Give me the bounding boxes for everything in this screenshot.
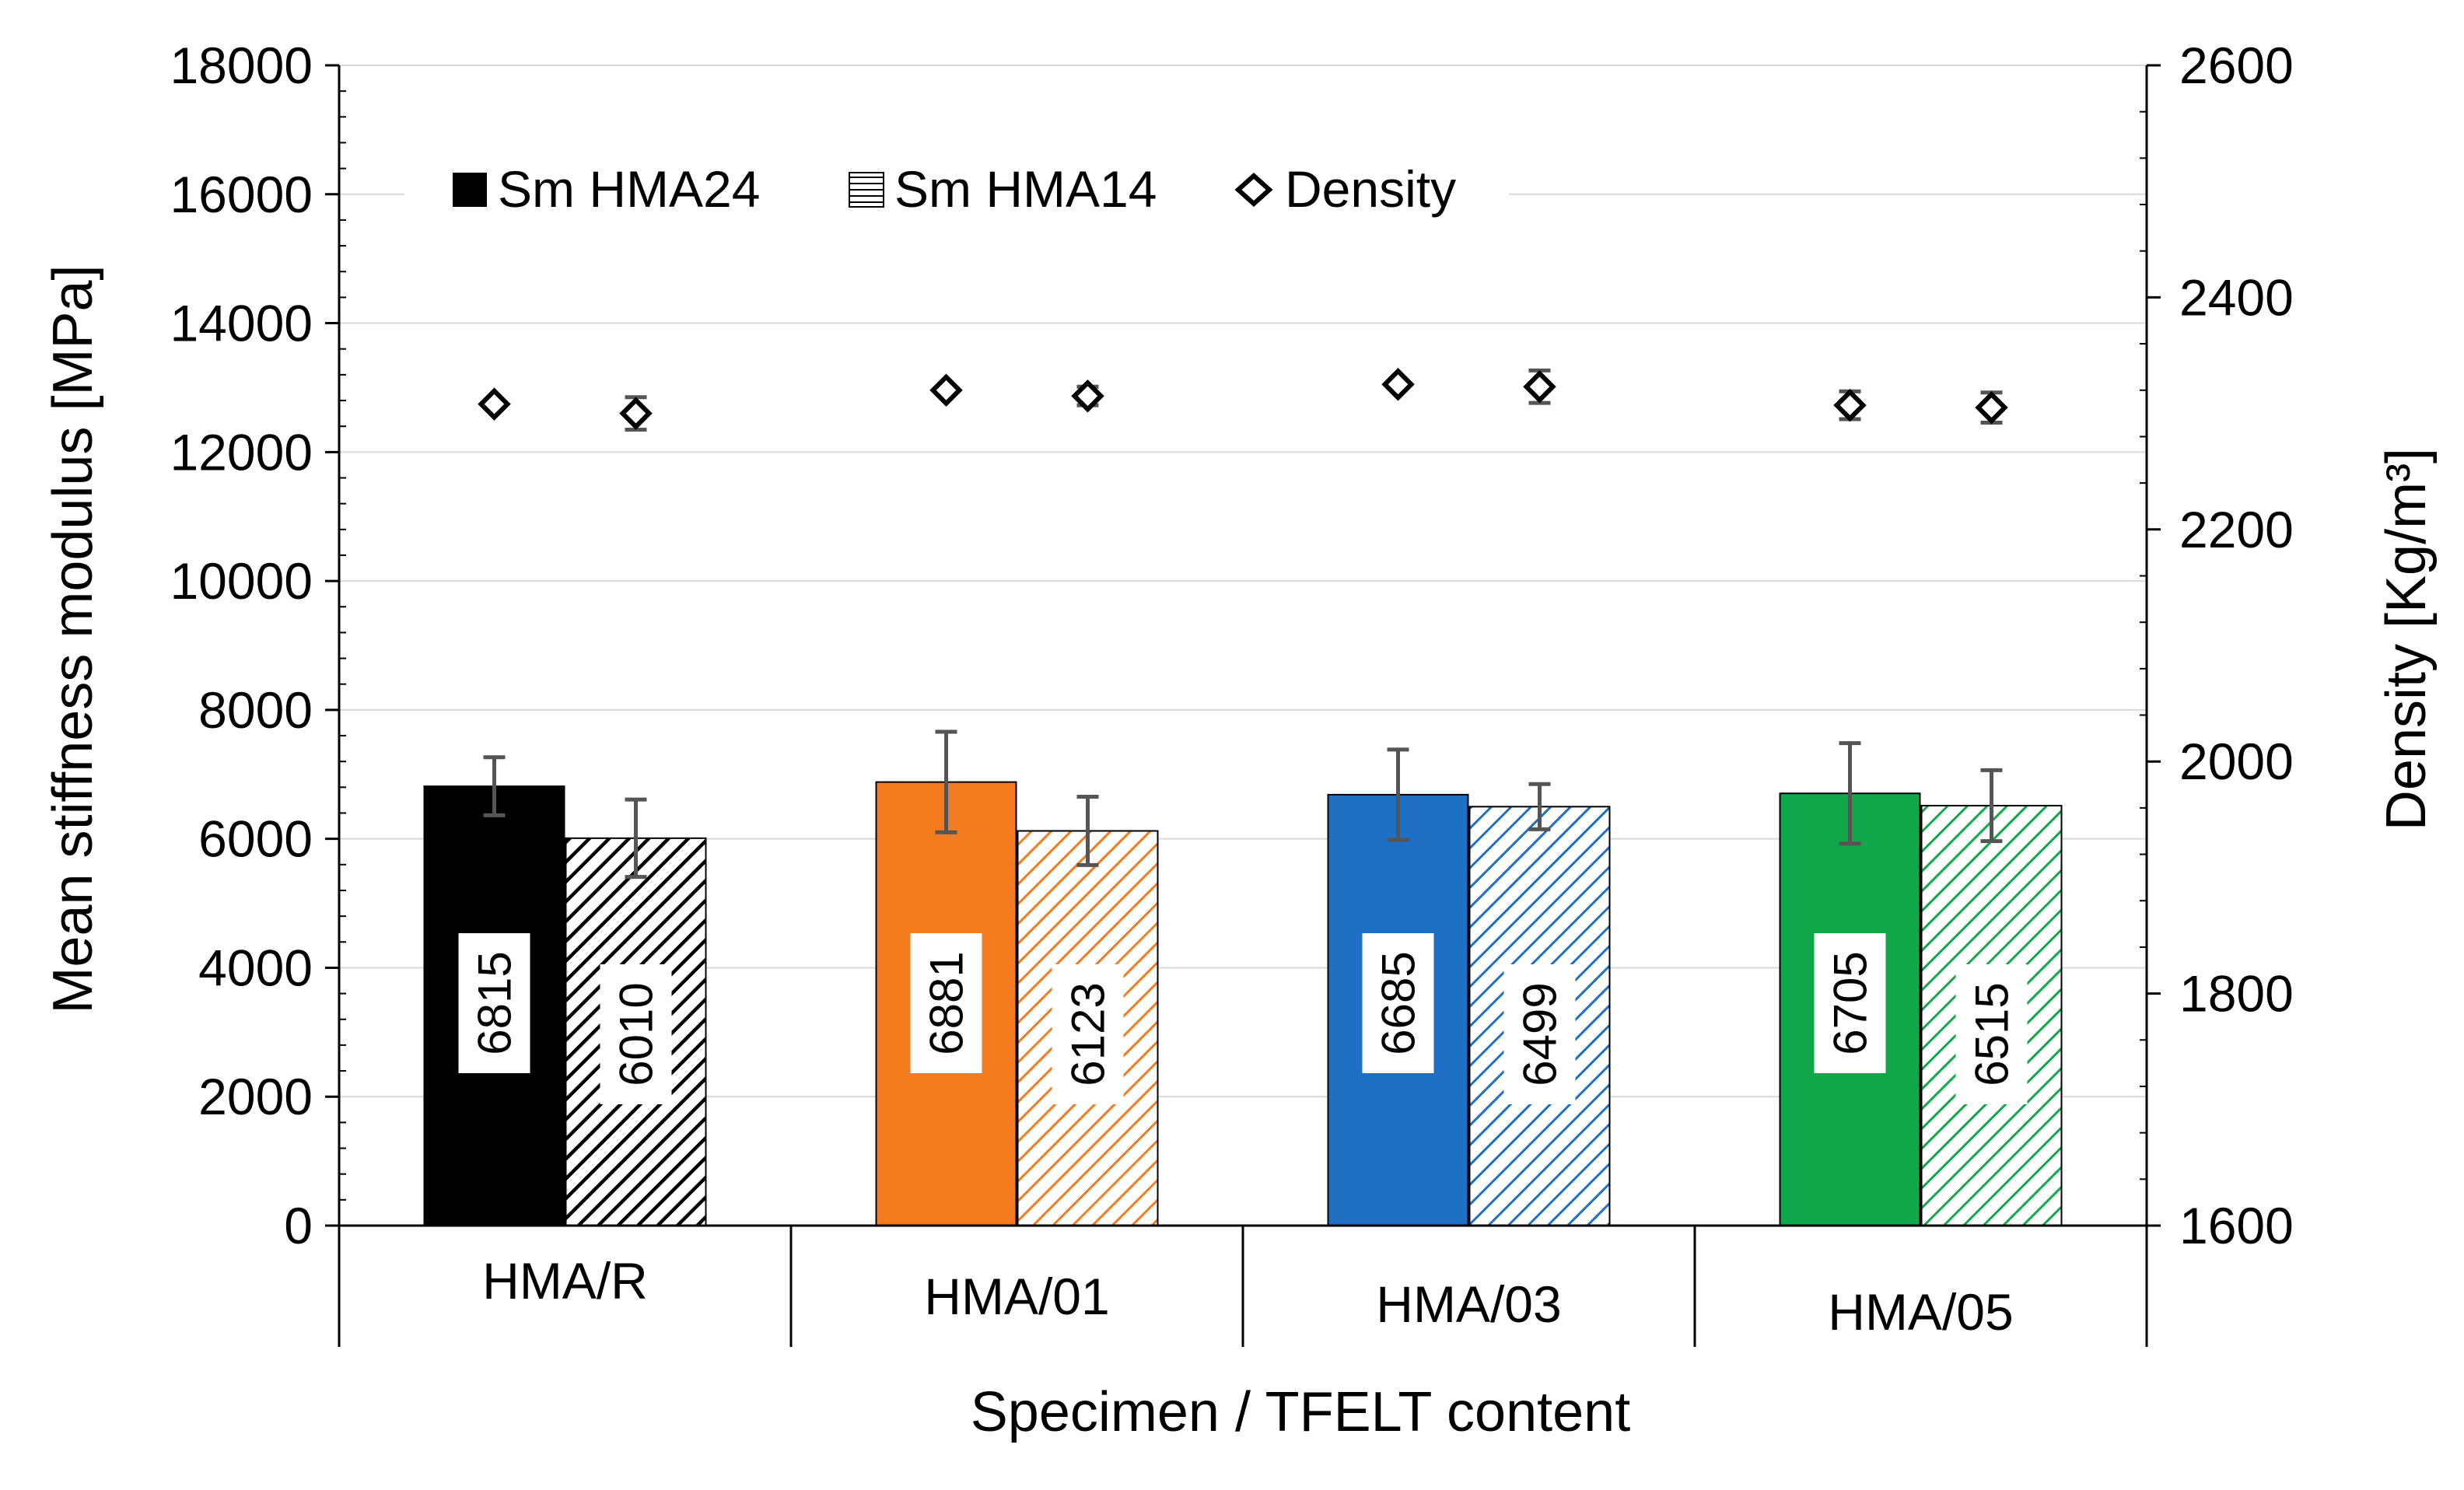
y-tick-label-18000: 18000 xyxy=(170,37,313,94)
density-marker-hma-05-0 xyxy=(1833,388,1867,422)
legend-background xyxy=(404,148,1509,226)
legend-label-density: Density xyxy=(1285,160,1456,218)
density-marker-hma-01-0 xyxy=(929,373,963,407)
legend-label-sm-hma14: Sm HMA14 xyxy=(894,160,1157,218)
bar-label-group-sm-hma24-hma-05: 6705 xyxy=(1814,933,1886,1073)
legend-swatch-sm-hma24 xyxy=(453,173,487,207)
bar-label-box-sm-hma24-hma-r xyxy=(458,933,530,1073)
bar-label-sm-hma24-hma-01: 6881 xyxy=(921,951,973,1055)
bar-label-box-sm-hma14-hma-05 xyxy=(1955,964,2028,1104)
category-label-hma-05: HMA/05 xyxy=(1828,1283,2013,1341)
category-label-hma-r: HMA/R xyxy=(482,1252,648,1310)
y-tick-label-6000: 6000 xyxy=(198,810,313,868)
category-label-hma-01: HMA/01 xyxy=(924,1268,1109,1325)
legend-marker-density xyxy=(1234,172,1273,208)
y-tick-label-8000: 8000 xyxy=(198,681,313,739)
y2-tick-label-2400: 2400 xyxy=(2179,268,2294,326)
y2-tick-label-2200: 2200 xyxy=(2179,501,2294,558)
bar-label-sm-hma24-hma-05: 6705 xyxy=(1825,951,1877,1055)
bar-label-group-sm-hma24-hma-03: 6685 xyxy=(1362,933,1434,1073)
y-tick-label-4000: 4000 xyxy=(198,939,313,996)
bar-label-group-sm-hma24-hma-r: 6815 xyxy=(458,933,530,1073)
y2-tick-label-1800: 1800 xyxy=(2179,965,2294,1023)
bar-label-group-sm-hma24-hma-01: 6881 xyxy=(910,933,982,1073)
bar-label-sm-hma14-hma-05: 6515 xyxy=(1966,982,2018,1086)
y2-axis-title: Density [Kg/m³] xyxy=(2375,448,2438,831)
bar-label-box-sm-hma14-hma-r xyxy=(600,964,672,1104)
bar-label-box-sm-hma24-hma-01 xyxy=(910,933,982,1073)
bar-label-sm-hma24-hma-r: 6815 xyxy=(469,951,521,1055)
bar-label-group-sm-hma14-hma-03: 6499 xyxy=(1503,964,1576,1104)
density-marker-hma-r-0 xyxy=(478,387,511,421)
bar-label-sm-hma14-hma-03: 6499 xyxy=(1514,982,1566,1086)
density-marker-hma-03-0 xyxy=(1381,368,1415,401)
y2-tick-label-2000: 2000 xyxy=(2179,733,2294,790)
legend-label-sm-hma24: Sm HMA24 xyxy=(498,160,760,218)
bar-label-sm-hma24-hma-03: 6685 xyxy=(1373,951,1425,1055)
y-tick-label-10000: 10000 xyxy=(170,552,313,610)
bar-label-box-sm-hma24-hma-05 xyxy=(1814,933,1886,1073)
y-tick-label-0: 0 xyxy=(284,1197,313,1254)
y-tick-label-14000: 14000 xyxy=(170,295,313,352)
y2-tick-label-2600: 2600 xyxy=(2179,37,2294,94)
bar-value-labels: 6815 6010 6881 6123 6685 6499 6705 6515 xyxy=(458,933,2028,1104)
density-marker-hma-r-1 xyxy=(619,397,653,430)
bar-label-box-sm-hma24-hma-03 xyxy=(1362,933,1434,1073)
axes: 0 2000 4000 6000 8000 10000 12000 14000 16000 180… xyxy=(170,37,2294,1347)
bar-label-group-sm-hma14-hma-05: 6515 xyxy=(1955,964,2028,1104)
y-tick-label-12000: 12000 xyxy=(170,423,313,481)
x-axis-title: Specimen / TFELT content xyxy=(971,1381,1630,1443)
bar-label-sm-hma14-hma-r: 6010 xyxy=(611,982,663,1086)
density-marker-hma-01-1 xyxy=(1071,379,1104,413)
density-points xyxy=(478,368,2008,432)
error-bars xyxy=(483,729,2003,880)
bar-label-sm-hma14-hma-01: 6123 xyxy=(1062,982,1115,1086)
y-axis-title: Mean stiffness modulus [MPa] xyxy=(42,264,104,1013)
legend-swatch-sm-hma14 xyxy=(849,172,884,208)
category-label-hma-03: HMA/03 xyxy=(1376,1275,1561,1333)
density-marker-hma-05-1 xyxy=(1975,390,2008,425)
bar-label-group-sm-hma14-hma-r: 6010 xyxy=(600,964,672,1104)
bar-label-group-sm-hma14-hma-01: 6123 xyxy=(1052,964,1124,1104)
bar-sm-hma24-hma-r xyxy=(423,785,565,1226)
y-tick-label-16000: 16000 xyxy=(170,166,313,223)
bar-label-box-sm-hma14-hma-01 xyxy=(1052,964,1124,1104)
y2-tick-label-1600: 1600 xyxy=(2179,1197,2294,1254)
density-marker-hma-03-1 xyxy=(1523,370,1556,404)
y-tick-label-2000: 2000 xyxy=(198,1068,313,1125)
legend: Sm HMA24 Sm HMA14 Density xyxy=(404,148,1509,226)
bar-label-box-sm-hma14-hma-03 xyxy=(1503,964,1576,1104)
